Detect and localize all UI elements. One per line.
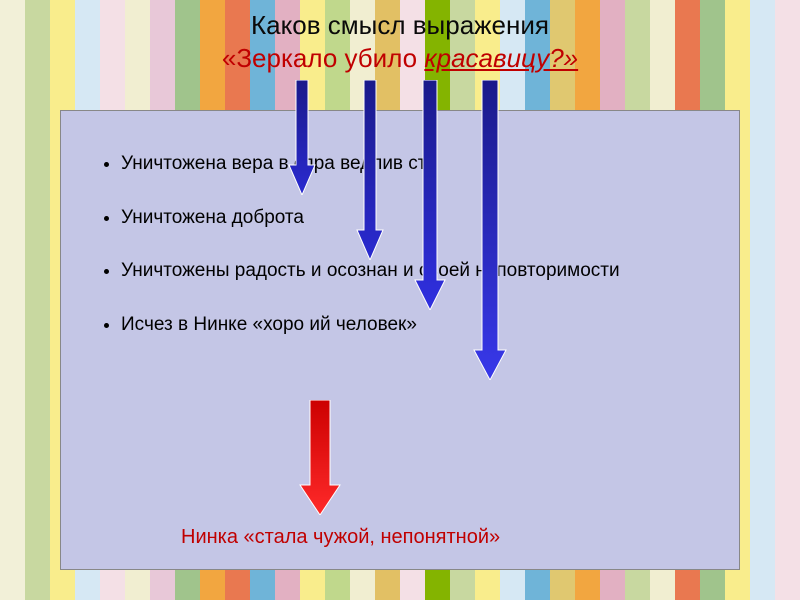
title-line2: «Зеркало убило красавицу?» [100,43,700,74]
slide-title: Каков смысл выражения «Зеркало убило кра… [100,10,700,74]
bullet-item: Уничтожена доброта [121,205,679,231]
bullet-item: Уничтожены радость и осознан и своей неп… [121,258,679,284]
bg-stripe [0,0,25,600]
arrow-blue-icon [355,80,385,260]
arrow-blue-icon [472,80,508,380]
arrow-red-icon [298,400,342,515]
bullet-item: Уничтожена вера в спра ведлив сть [121,151,679,177]
bullet-list: Уничтожена вера в спра ведлив сть Уничтож… [101,151,679,366]
bullet-item: Исчез в Нинке «хоро ий человек» [121,312,679,338]
content-panel: Уничтожена вера в спра ведлив сть Уничтож… [60,110,740,570]
bg-stripe [750,0,775,600]
bg-stripe [25,0,50,600]
arrow-blue-icon [413,80,447,310]
conclusion-text: Нинка «стала чужой, непонятной» [181,526,500,549]
title-line1: Каков смысл выражения [100,10,700,41]
bg-stripe [775,0,800,600]
arrow-blue-icon [287,80,317,195]
